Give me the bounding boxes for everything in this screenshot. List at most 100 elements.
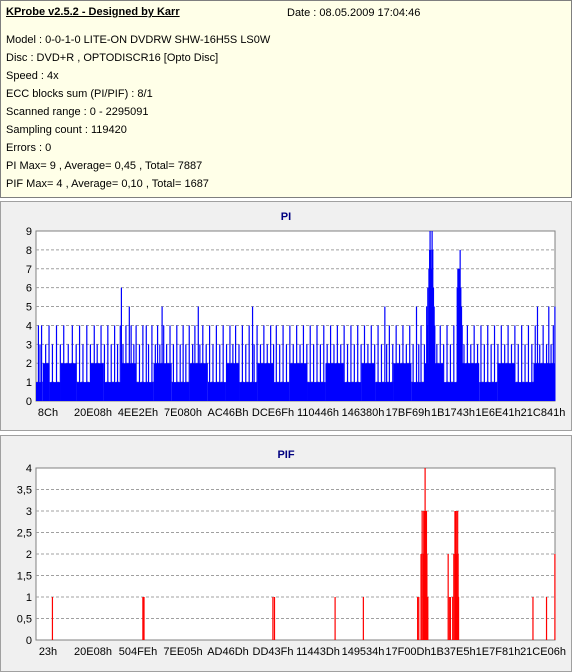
- pi-spike-bar: [282, 325, 284, 401]
- pi-spike-bar: [326, 344, 328, 401]
- pi-spike-bar: [363, 325, 366, 401]
- pif-chart-panel: PIF 0 0,5 1 1,5 2 2,5 3 3,5 4 23h 20E08h 504FEh 7EE…: [0, 435, 572, 672]
- pi-spike-bar: [427, 287, 429, 401]
- pi-spike-bar: [461, 325, 463, 401]
- pi-x-tick-label: 4EE2Eh: [118, 407, 158, 419]
- pi-spike-bar: [309, 325, 311, 401]
- pi-spike-bar: [418, 344, 420, 401]
- pi-spike-bar: [169, 325, 171, 401]
- pi-spike-bar: [453, 325, 455, 401]
- pi-spike-bar: [241, 325, 243, 401]
- pi-spike-bar: [212, 344, 214, 401]
- scan-date: Date : 08.05.2009 17:04:46: [287, 7, 421, 19]
- pi-spike-bar: [142, 325, 144, 401]
- pi-chart-title: PI: [281, 211, 291, 223]
- pi-spike-bar: [219, 344, 221, 401]
- info-panel: KProbe v2.5.2 - Designed by Karr Date : …: [0, 0, 572, 198]
- pi-spike-bar: [194, 325, 196, 401]
- pif-chart-title: PIF: [277, 449, 294, 461]
- pi-spike-bar: [431, 231, 433, 401]
- pi-spike-bar: [75, 344, 77, 401]
- pi-spike-bar: [360, 344, 362, 401]
- pi-spike-bar: [510, 344, 513, 401]
- pi-spike-bar: [238, 344, 240, 401]
- pi-spike-bar: [550, 344, 552, 401]
- pi-spike-bar: [37, 325, 40, 401]
- pi-baseline-bar: [257, 363, 274, 401]
- pif-bar: [362, 597, 364, 640]
- pi-spike-bar: [476, 344, 479, 401]
- pi-spike-bar: [248, 325, 250, 401]
- pi-spike-bar: [433, 306, 435, 401]
- pi-spike-bar: [179, 344, 181, 401]
- pi-spike-bar: [333, 344, 335, 401]
- pi-spike-bar: [534, 325, 536, 401]
- pi-spike-bar: [110, 344, 112, 401]
- pif-bar: [142, 597, 144, 640]
- pi-spike-bar: [370, 325, 372, 401]
- pi-spike-bar: [192, 344, 194, 401]
- pif-bar: [453, 554, 455, 640]
- pi-spike-bar: [483, 344, 485, 401]
- pi-spike-bar: [122, 344, 124, 401]
- pif-y-tick-label: 3,5: [17, 485, 32, 497]
- pi-spike-bar: [172, 344, 175, 401]
- pi-spike-bar: [395, 325, 397, 401]
- pi-spike-bar: [272, 344, 275, 401]
- pif-y-tick-label: 1,5: [17, 571, 32, 583]
- pi-spike-bar: [548, 306, 550, 401]
- pi-baseline-bar: [343, 382, 362, 401]
- pif-y-tick-label: 2: [26, 549, 32, 561]
- pi-y-tick-label: 3: [26, 339, 32, 351]
- pi-spike-bar: [392, 344, 394, 401]
- pif-bar: [334, 597, 336, 640]
- pi-spike-bar: [480, 325, 482, 401]
- pi-spike-bar: [234, 325, 237, 401]
- pi-spike-bar: [507, 325, 509, 401]
- pi-spike-bar: [470, 344, 472, 401]
- pi-spike-bar: [313, 344, 315, 401]
- pi-spike-bar: [436, 344, 438, 401]
- pi-spike-bar: [380, 344, 383, 401]
- pi-spike-bar: [55, 325, 58, 401]
- pi-spike-bar: [270, 325, 272, 401]
- pif-x-tick-label: AD46Dh: [207, 646, 249, 658]
- pi-spike-bar: [439, 325, 441, 401]
- pi-spike-bar: [460, 287, 462, 401]
- pi-spike-bar: [154, 344, 156, 401]
- pi-spike-bar: [552, 325, 554, 401]
- pi-spike-bar: [423, 344, 426, 401]
- pi-spike-bar: [39, 344, 41, 401]
- pif-x-tick-label: 21CE06h: [520, 646, 566, 658]
- pif-bar: [273, 597, 276, 640]
- pi-spike-bar: [45, 344, 47, 401]
- pi-spike-bar: [340, 344, 342, 401]
- pi-spike-bar: [96, 344, 98, 401]
- pi-spike-bar: [412, 344, 414, 401]
- pi-spike-bar: [78, 325, 81, 401]
- pi-x-tick-label: 17BF69h: [386, 407, 431, 419]
- pi-spike-bar: [428, 268, 430, 401]
- pi-y-tick-label: 2: [26, 358, 32, 370]
- pi-spike-bar: [138, 344, 141, 401]
- pif-x-tick-label: 1B37E5h: [430, 646, 475, 658]
- pif-bar: [545, 597, 548, 640]
- pi-spike-bar: [161, 306, 163, 401]
- pif-x-tick-label: 23h: [39, 646, 57, 658]
- pi-spike-bar: [517, 344, 519, 401]
- pif-bar: [417, 597, 419, 640]
- pi-spike-bar: [426, 306, 428, 401]
- pi-spike-bar: [40, 325, 43, 401]
- pi-spike-bar: [415, 306, 418, 401]
- pi-spike-bar: [497, 344, 499, 401]
- pi-y-tick-label: 0: [26, 396, 32, 408]
- pi-spike-bar: [521, 325, 523, 401]
- pi-spike-bar: [215, 325, 217, 401]
- pi-chart-panel: PI 0 1 2 3 4 5 6 7 8 9 8Ch 20E08h 4EE2Eh 7E080h AC46B…: [0, 201, 572, 431]
- pi-spike-bar: [405, 344, 407, 401]
- pi-spike-bar: [256, 325, 258, 401]
- pi-spike-bar: [275, 325, 277, 401]
- pi-x-tick-label: 7E080h: [164, 407, 202, 419]
- pi-spike-bar: [202, 325, 204, 401]
- pi-spike-bar: [306, 344, 308, 401]
